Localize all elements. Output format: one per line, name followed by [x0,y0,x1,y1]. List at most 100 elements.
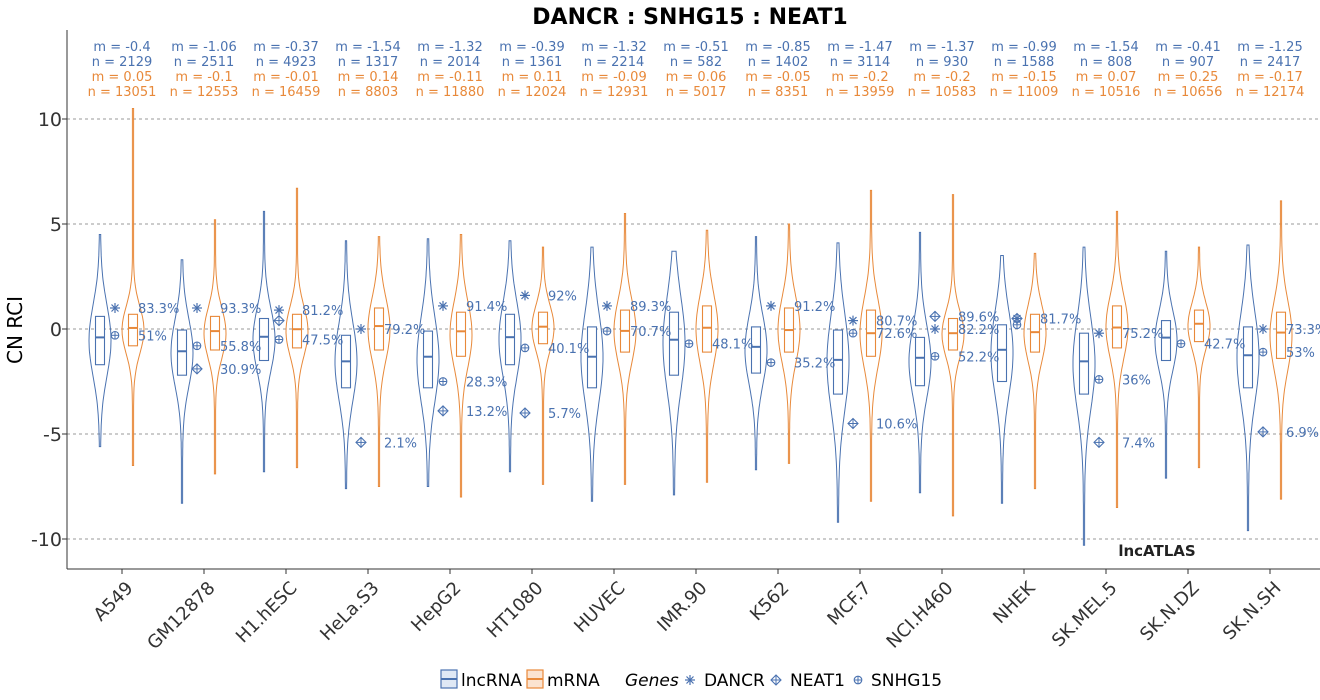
x-tick-label: GM12878 [143,578,219,654]
gene-marker-snhg15 [602,326,612,336]
gene-marker-snhg15 [110,330,120,340]
legend-gene-neat1: NEAT1 [790,671,845,691]
box [422,330,434,389]
stat-count: n = 8803 [338,85,398,100]
box [127,313,139,347]
violin [859,189,883,502]
violin [990,255,1014,504]
gene-marker-neat1 [355,436,367,449]
stat-mean: m = -0.2 [831,70,888,85]
gene-percent-label: 73.3% [1286,323,1320,338]
gene-percent-label: 91.2% [794,300,835,315]
gene-percent-label: 5.7% [548,407,581,422]
legend-dancr-marker [685,675,695,685]
stat-mean: m = -1.54 [335,40,400,55]
violin [203,219,227,475]
x-tick-label: HT1080 [483,578,548,643]
violin [580,246,604,502]
stat-mean: m = -1.37 [909,40,974,55]
box [291,313,303,349]
gene-marker-dancr [1258,324,1268,334]
violins [88,108,1293,546]
gene-markers: 83.3% 93.3% 81.2% 79.2% 91.4% 92% 89.3% 91.2% 80… [110,289,1320,451]
box [537,311,549,345]
gene-marker-dancr [1094,328,1104,339]
gene-marker-neat1 [437,405,449,417]
legend-marker-diamond [770,674,782,686]
stat-mean: m = -0.01 [253,70,318,85]
violin [121,108,145,466]
gene-marker-snhg15 [192,341,202,351]
gene-percent-label: 52.2% [958,350,999,365]
gene-percent-label: 30.9% [220,363,261,378]
violin [252,210,276,473]
legend-marker-circle [853,675,863,685]
gene-marker-neat1 [1257,426,1269,438]
gene-marker-neat1 [1093,436,1105,449]
gene-percent-label: 51% [138,329,167,344]
violin [88,234,112,448]
stat-count: n = 907 [1162,55,1214,70]
gene-percent-label: 47.5% [302,334,343,349]
violin [662,250,686,496]
gene-marker-dancr [520,290,530,301]
gene-marker-snhg15 [766,358,776,367]
stat-mean: m = -0.05 [745,70,810,85]
box [1193,309,1205,343]
violin [1154,250,1178,479]
x-tick-label: SK.N.DZ [1136,578,1203,645]
gene-percent-label: 53% [1286,346,1315,361]
x-tick-label: HepG2 [407,578,465,636]
x-tick-label: HUVEC [570,578,629,637]
stat-mean: m = 0.06 [666,70,727,85]
stat-count: n = 10583 [908,85,977,100]
box [504,313,516,366]
marker-stroke [193,304,201,312]
stat-mean: m = 0.11 [502,70,563,85]
stat-count: n = 2511 [174,55,234,70]
box [373,307,385,351]
gene-percent-label: 13.2% [466,405,507,420]
violin [777,223,801,464]
stat-mean: m = -0.09 [581,70,646,85]
stat-count: n = 582 [670,55,722,70]
grid [67,118,1320,540]
y-tick-label: -5 [43,424,62,446]
gene-percent-label: 70.7% [630,325,671,340]
stat-count: n = 1588 [994,55,1054,70]
marker-stroke [357,325,365,333]
stat-count: n = 2417 [1240,55,1300,70]
stat-count: n = 13051 [88,85,157,100]
violin [941,194,965,517]
violin [695,229,719,483]
box [947,317,959,351]
gene-percent-label: 92% [548,289,577,304]
violin [334,240,358,490]
stat-mean: m = -0.85 [745,40,810,55]
gene-marker-neat1 [519,407,531,419]
box [209,315,221,351]
gene-marker-neat1 [273,314,285,327]
legend-marker-asterisk [685,675,695,685]
violin [1072,246,1096,546]
stat-count: n = 16459 [252,85,321,100]
box [176,329,188,376]
gene-percent-label: 6.9% [1286,426,1319,441]
gene-percent-label: 42.7% [1204,338,1245,353]
gene-percent-label: 89.3% [630,300,671,315]
y-tick-label: 0 [50,319,62,341]
stat-mean: m = -0.41 [1155,40,1220,55]
violin [744,236,768,471]
stat-count: n = 13959 [826,85,895,100]
gene-percent-label: 89.6% [958,310,999,325]
gene-marker-dancr [356,324,366,334]
gene-percent-label: 93.3% [220,302,261,317]
stat-mean: m = -0.2 [913,70,970,85]
stat-count: n = 1317 [338,55,398,70]
gene-marker-dancr [438,300,448,311]
gene-marker-neat1 [191,363,203,375]
stat-count: n = 12024 [498,85,567,100]
gene-marker-snhg15 [520,343,530,353]
stat-mean: m = -0.37 [253,40,318,55]
